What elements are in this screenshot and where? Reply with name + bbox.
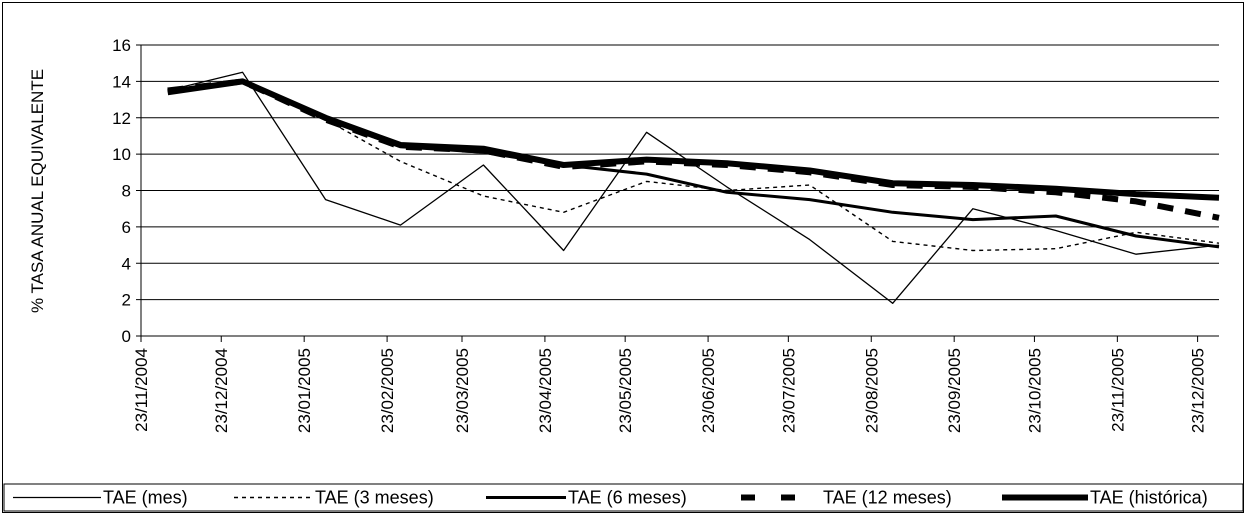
legend-label: TAE (histórica): [1090, 488, 1208, 508]
x-tick-label: 23/02/2005: [378, 348, 397, 433]
x-tick-label: 23/06/2005: [699, 348, 718, 433]
y-tick-label: 8: [122, 182, 131, 201]
series-line: [167, 79, 1220, 249]
series-line: [167, 80, 1220, 252]
x-tick-label: 23/12/2004: [212, 348, 231, 433]
x-tick-label: 23/11/2005: [1108, 348, 1127, 432]
x-tick-label: 23/08/2005: [862, 348, 881, 433]
x-tick-label: 23/07/2005: [779, 348, 798, 433]
legend-label: TAE (6 meses): [568, 488, 687, 508]
y-tick-label: 10: [112, 145, 131, 164]
legend-label: TAE (mes): [103, 488, 188, 508]
x-tick-label: 23/12/2005: [1189, 348, 1208, 433]
series-line: [167, 78, 1220, 201]
x-tick-label: 23/03/2005: [453, 348, 472, 433]
line-chart: 0 2 4 6 8 10 12 14 16 % TASA ANUAL EQUIVALENTE 23/…: [3, 36, 1244, 512]
x-tick-label: 23/05/2005: [616, 348, 635, 433]
x-tick-label: 23/11/2004: [132, 348, 151, 432]
y-tick-label: 16: [112, 36, 131, 55]
series-line: [167, 71, 1220, 304]
x-tick-label: 23/10/2005: [1025, 348, 1044, 433]
x-tick-label: 23/04/2005: [536, 348, 555, 433]
legend-label: TAE (3 meses): [315, 488, 434, 508]
y-tick-label: 14: [112, 72, 131, 91]
y-tick-label: 12: [112, 109, 131, 128]
y-axis-title: % TASA ANUAL EQUIVALENTE: [28, 69, 47, 313]
x-tick-label: 23/01/2005: [295, 348, 314, 433]
y-tick-label: 4: [122, 254, 131, 273]
x-tick-label: 23/09/2005: [945, 348, 964, 433]
y-tick-label: 2: [122, 291, 131, 310]
legend-label: TAE (12 meses): [823, 488, 952, 508]
series-line: [167, 78, 1220, 221]
y-tick-label: 6: [122, 218, 131, 237]
y-tick-label: 0: [122, 327, 131, 346]
